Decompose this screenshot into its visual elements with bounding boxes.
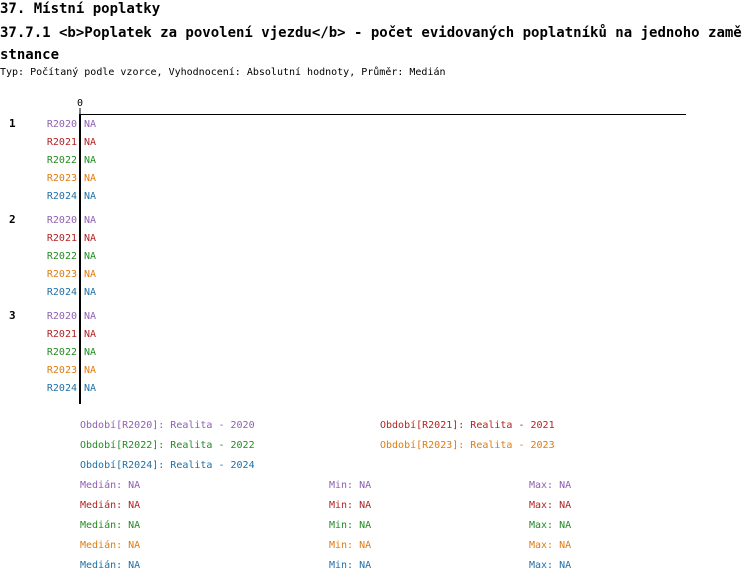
data-value-label: NA — [84, 269, 96, 280]
data-value-label: NA — [84, 119, 96, 130]
data-value-label: NA — [84, 233, 96, 244]
data-value-label: NA — [84, 215, 96, 226]
series-row-label: R2024 — [47, 191, 77, 202]
group-label: 3 — [9, 309, 16, 322]
data-value-label: NA — [84, 137, 96, 148]
data-value-label: NA — [84, 365, 96, 376]
group-label: 1 — [9, 117, 16, 130]
stat-min: Min: NA — [329, 540, 371, 551]
data-value-label: NA — [84, 311, 96, 322]
series-row-label: R2024 — [47, 383, 77, 394]
series-row-label: R2022 — [47, 251, 77, 262]
stat-min: Min: NA — [329, 480, 371, 491]
legend-entry: Období[R2021]: Realita - 2021 — [380, 419, 555, 431]
legend-entry: Období[R2020]: Realita - 2020 — [80, 419, 255, 431]
chart-title: 37.7.1 <b>Poplatek za povolení vjezdu</b… — [0, 25, 742, 63]
series-row-label: R2023 — [47, 365, 77, 376]
stat-min: Min: NA — [329, 500, 371, 511]
data-value-label: NA — [84, 155, 96, 166]
group-label: 2 — [9, 213, 16, 226]
series-row-label: R2020 — [47, 119, 77, 130]
stat-median: Medián: NA — [80, 559, 140, 571]
data-value-label: NA — [84, 191, 96, 202]
stat-min: Min: NA — [329, 520, 371, 531]
legend-entry: Období[R2022]: Realita - 2022 — [80, 439, 255, 451]
series-row-label: R2023 — [47, 173, 77, 184]
series-row-label: R2021 — [47, 137, 77, 148]
legend-entry: Období[R2023]: Realita - 2023 — [380, 439, 555, 451]
data-value-label: NA — [84, 251, 96, 262]
series-row-label: R2021 — [47, 233, 77, 244]
series-row-label: R2021 — [47, 329, 77, 340]
stat-min: Min: NA — [329, 560, 371, 571]
legend-entry: Období[R2024]: Realita - 2024 — [80, 459, 255, 471]
series-row-label: R2023 — [47, 269, 77, 280]
data-value-label: NA — [84, 347, 96, 358]
stat-max: Max: NA — [529, 560, 571, 571]
section-title: 37. Místní poplatky — [0, 1, 161, 17]
data-value-label: NA — [84, 287, 96, 298]
stat-max: Max: NA — [529, 480, 571, 491]
data-value-label: NA — [84, 383, 96, 394]
series-row-label: R2024 — [47, 287, 77, 298]
x-axis-tick-label: 0 — [77, 98, 83, 109]
stat-max: Max: NA — [529, 520, 571, 531]
series-row-label: R2020 — [47, 311, 77, 322]
data-value-label: NA — [84, 329, 96, 340]
data-value-label: NA — [84, 173, 96, 184]
chart-subtitle: Typ: Počítaný podle vzorce, Vyhodnocení:… — [0, 67, 446, 78]
series-row-label: R2020 — [47, 215, 77, 226]
stat-median: Medián: NA — [80, 499, 140, 511]
stat-median: Medián: NA — [80, 539, 140, 551]
stat-max: Max: NA — [529, 540, 571, 551]
stat-max: Max: NA — [529, 500, 571, 511]
stat-median: Medián: NA — [80, 479, 140, 491]
series-row-label: R2022 — [47, 155, 77, 166]
series-row-label: R2022 — [47, 347, 77, 358]
stat-median: Medián: NA — [80, 519, 140, 531]
